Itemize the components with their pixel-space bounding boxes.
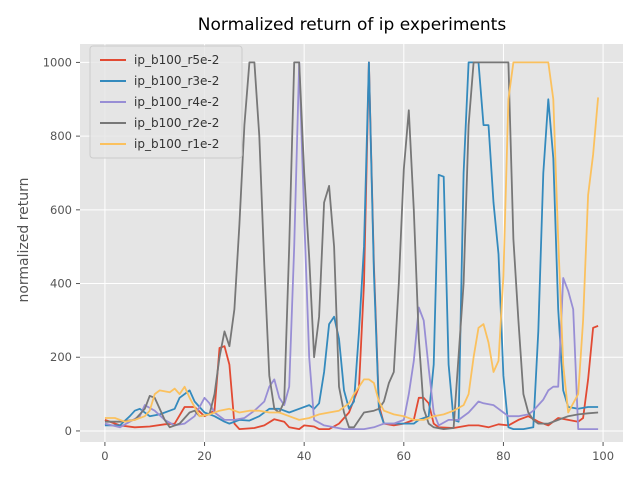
series-line-ip_b100_r4e-2 xyxy=(104,61,599,431)
y-tick-label: 0 xyxy=(65,424,72,438)
legend-label: ip_b100_r5e-2 xyxy=(134,53,219,67)
x-tick-label: 60 xyxy=(396,449,411,463)
y-tick-label: 600 xyxy=(50,203,72,217)
y-tick-label: 200 xyxy=(50,350,72,364)
y-axis-label: normalized return xyxy=(16,177,32,302)
y-tick-label: 400 xyxy=(50,277,72,291)
legend: ip_b100_r5e-2 ip_b100_r3e-2 ip_b100_r4e-2i… xyxy=(89,45,243,159)
x-tick-label: 100 xyxy=(592,449,614,463)
series-line-ip_b100_r3e-2 xyxy=(104,61,599,431)
x-tick-label: 20 xyxy=(197,449,212,463)
legend-label: ip_b100_r1e-2 xyxy=(134,137,219,151)
y-tick-label: 800 xyxy=(50,129,72,143)
x-axis: 0 20 40 60 80 100 xyxy=(101,442,614,463)
legend-box xyxy=(89,45,243,159)
legend-label: ip_b100_r2e-2 xyxy=(134,116,219,130)
chart-title: Normalized return of ip experiments xyxy=(198,15,507,35)
y-tick-label: 1000 xyxy=(43,55,72,69)
legend-label: ip_b100_r4e-2 xyxy=(134,95,219,109)
y-axis: 0 200 400 600 800 1000 xyxy=(43,55,80,438)
series-group xyxy=(104,61,599,431)
grid xyxy=(80,44,623,442)
series-line-ip_b100_r1e-2 xyxy=(104,61,599,423)
x-tick-label: 0 xyxy=(101,449,108,463)
x-tick-label: 80 xyxy=(496,449,511,463)
legend-label: ip_b100_r3e-2 xyxy=(134,74,219,88)
x-tick-label: 40 xyxy=(297,449,312,463)
